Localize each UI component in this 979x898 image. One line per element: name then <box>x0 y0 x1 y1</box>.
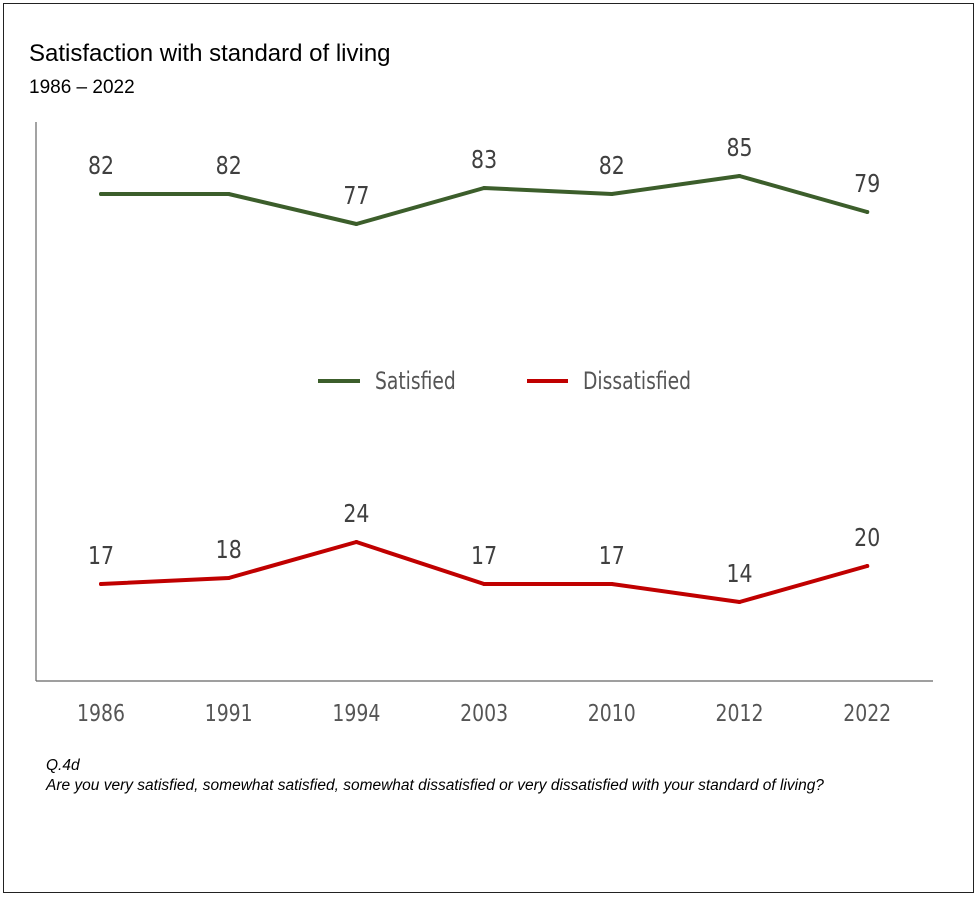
x-tick-label: 2010 <box>588 699 636 726</box>
x-tick-label: 2003 <box>460 699 508 726</box>
data-label: 14 <box>726 560 752 588</box>
data-point <box>865 564 870 568</box>
data-point <box>226 576 231 580</box>
question-text: Are you very satisfied, somewhat satisfi… <box>46 777 824 794</box>
data-label: 17 <box>88 542 114 570</box>
data-label: 17 <box>471 542 497 570</box>
data-label: 82 <box>216 152 242 180</box>
data-label: 17 <box>599 542 625 570</box>
data-label: 82 <box>599 152 625 180</box>
question-id: Q.4d <box>46 757 80 774</box>
x-tick-label: 1986 <box>77 699 125 726</box>
x-tick-label: 2012 <box>716 699 764 726</box>
data-point <box>609 192 614 196</box>
x-tick-label: 1991 <box>205 699 253 726</box>
chart-frame <box>3 3 974 893</box>
data-point <box>482 186 487 190</box>
data-label: 77 <box>343 182 369 210</box>
data-point <box>737 600 742 604</box>
data-label: 18 <box>216 536 242 564</box>
data-point <box>865 210 870 214</box>
data-label: 82 <box>88 152 114 180</box>
data-point <box>609 582 614 586</box>
legend-label-dissatisfied: Dissatisfied <box>583 368 691 396</box>
chart-title: Satisfaction with standard of living <box>29 40 391 67</box>
data-label: 24 <box>343 500 369 528</box>
x-tick-label: 2022 <box>843 699 891 726</box>
data-point <box>226 192 231 196</box>
series-line-satisfied <box>99 174 870 226</box>
legend-label-satisfied: Satisfied <box>375 368 456 396</box>
data-point <box>99 582 103 586</box>
data-label: 79 <box>854 170 880 198</box>
data-label: 83 <box>471 146 497 174</box>
data-label: 20 <box>854 524 880 552</box>
data-point <box>737 174 742 178</box>
data-point <box>354 222 359 226</box>
data-point <box>482 582 487 586</box>
data-point <box>99 192 103 196</box>
data-point <box>354 540 359 544</box>
chart-subtitle: 1986 – 2022 <box>29 77 135 98</box>
x-tick-label: 1994 <box>332 699 380 726</box>
data-label: 85 <box>726 134 752 162</box>
